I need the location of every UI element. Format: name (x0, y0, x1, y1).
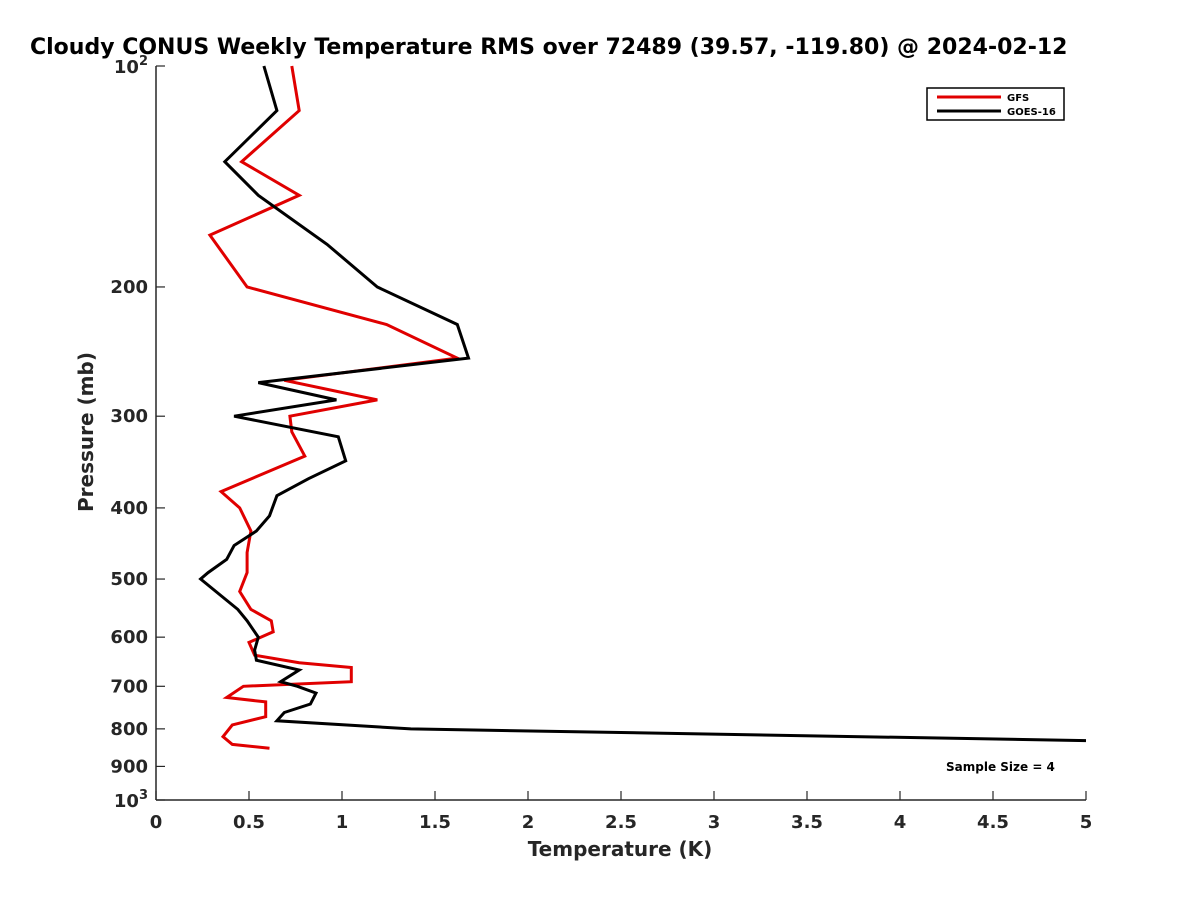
y-tick-label-top: 102 (114, 54, 148, 78)
legend: GFS GOES-16 (926, 87, 1065, 121)
x-tick-label: 0 (150, 812, 163, 833)
legend-label-gfs: GFS (1007, 93, 1029, 104)
y-tick-label: 500 (110, 569, 148, 590)
series-line-goes-16 (198, 65, 1087, 743)
x-tick-label: 3.5 (791, 812, 823, 833)
series-lines (198, 65, 1087, 750)
legend-label-goes-16: GOES-16 (1007, 107, 1056, 118)
x-tick-label: 4 (894, 812, 907, 833)
y-tick-label: 200 (110, 277, 148, 298)
chart-title: Cloudy CONUS Weekly Temperature RMS over… (30, 35, 1067, 60)
x-tick-label: 5 (1080, 812, 1093, 833)
y-tick-label: 400 (110, 498, 148, 519)
y-tick-label: 700 (110, 676, 148, 697)
sample-size-annotation: Sample Size = 4 (946, 760, 1055, 774)
x-tick-label: 1.5 (419, 812, 451, 833)
axes: 0 0.5 1 1.5 2 2.5 3 3.5 4 4.5 5 200 300 400 500 600 700 8… (110, 54, 1092, 833)
series-line-gfs (207, 65, 463, 750)
x-tick-label: 1 (336, 812, 349, 833)
y-tick-label: 300 (110, 406, 148, 427)
x-tick-label: 2.5 (605, 812, 637, 833)
y-tick-label-bottom: 103 (114, 788, 148, 812)
x-tick-label: 2 (522, 812, 535, 833)
x-axis-label: Temperature (K) (528, 837, 713, 861)
y-tick-label: 900 (110, 756, 148, 777)
x-tick-label: 0.5 (233, 812, 265, 833)
y-tick-label: 800 (110, 719, 148, 740)
x-tick-label: 4.5 (977, 812, 1009, 833)
y-axis-label: Pressure (mb) (74, 352, 98, 512)
y-tick-label: 600 (110, 627, 148, 648)
x-tick-label: 3 (708, 812, 721, 833)
legend-box (926, 87, 1065, 121)
